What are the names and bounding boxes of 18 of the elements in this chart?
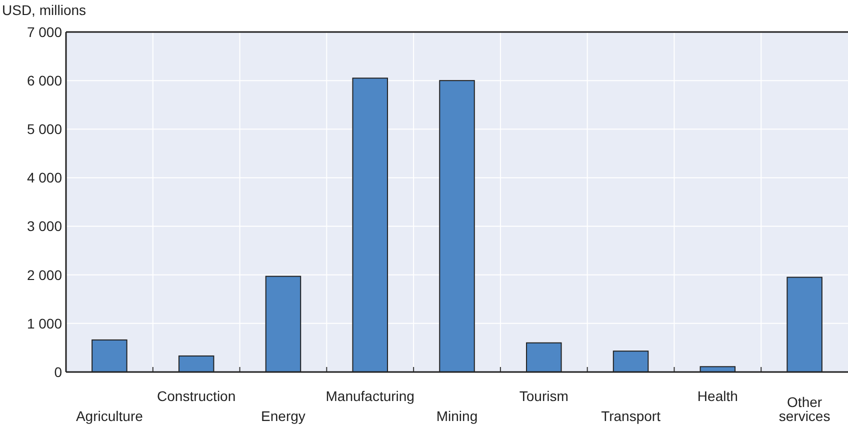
x-tick-label: Mining [436,408,478,424]
y-tick-label: 5 000 [26,121,62,138]
y-tick-label: 4 000 [26,170,62,186]
x-tick-label: Manufacturing [326,388,414,404]
x-tick-label: Energy [261,408,306,424]
x-tick-label: Health [697,388,738,404]
x-tick-label: Construction [157,388,236,404]
y-tick-label: 3 000 [26,218,62,234]
y-tick-label: 2 000 [26,266,62,283]
y-tick-label: 0 [54,364,62,380]
x-tick-label: Tourism [519,388,568,404]
x-tick-label: Other services [778,394,830,424]
x-tick-label: Transport [601,408,661,424]
y-axis-title: USD, millions [2,2,86,18]
y-tick-label: 6 000 [26,72,62,88]
y-tick-label: 1 000 [26,315,62,332]
y-tick-label: 7 000 [26,24,62,40]
x-tick-label: Agriculture [76,408,144,424]
